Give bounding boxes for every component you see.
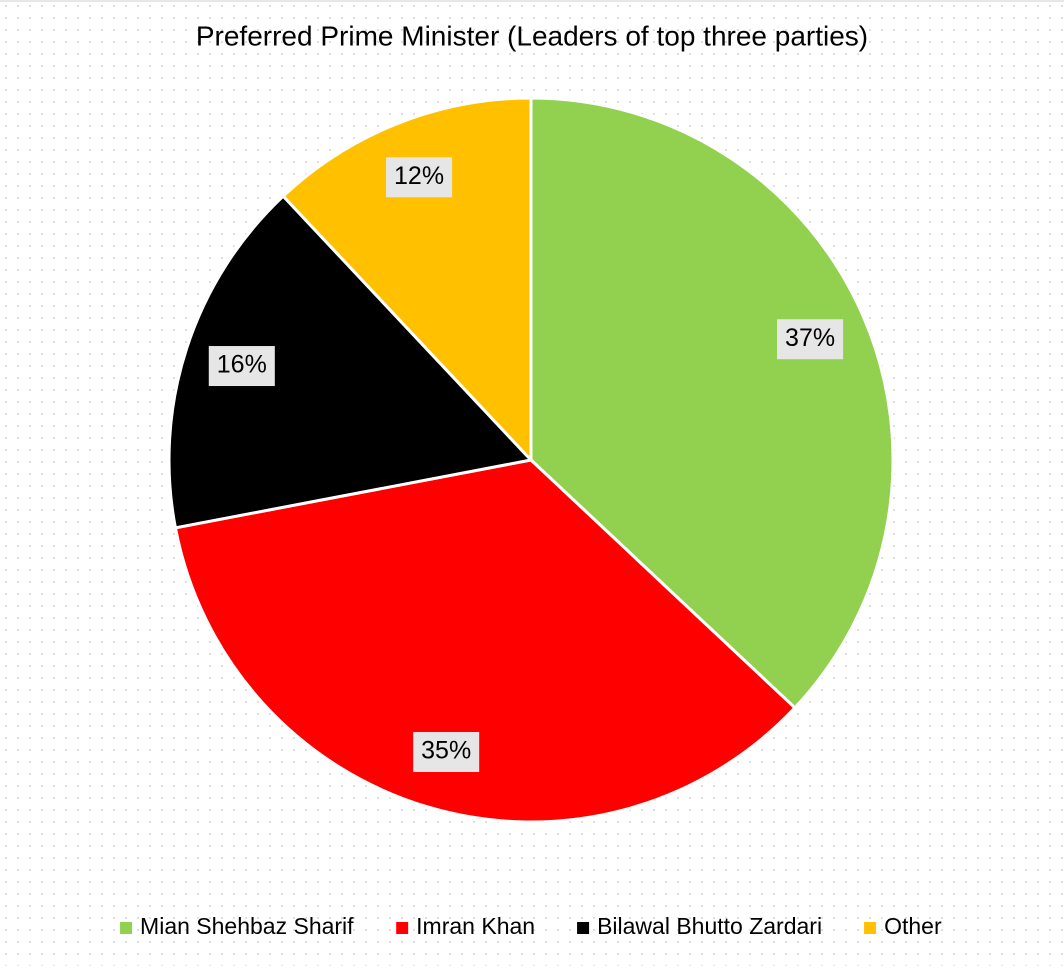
chart-title: Preferred Prime Minister (Leaders of top… (196, 20, 868, 51)
data-label-box (208, 346, 275, 387)
data-label-box (413, 732, 480, 773)
data-labels: 37% 35% 16% 12% (208, 157, 844, 773)
legend-marker (864, 922, 877, 934)
legend-label: Other (884, 913, 942, 939)
data-label-box (386, 157, 453, 198)
data-label-group: 35% (413, 732, 480, 773)
data-label: 35% (421, 737, 471, 765)
data-label-group: 37% (777, 319, 844, 360)
legend-marker (120, 922, 133, 934)
legend-marker (577, 922, 590, 934)
legend-label: Imran Khan (416, 913, 535, 939)
pie-slice (529, 96, 895, 710)
data-label: 37% (785, 324, 835, 352)
legend: Mian Shehbaz Sharif Imran Khan Bilawal Bhu… (120, 913, 942, 939)
data-label-group: 12% (386, 157, 453, 198)
data-label-box (777, 319, 844, 360)
data-label-group: 16% (208, 346, 275, 387)
pie-slice (281, 96, 533, 464)
pie (167, 96, 895, 824)
legend-label: Mian Shehbaz Sharif (140, 913, 354, 939)
legend-label: Bilawal Bhutto Zardari (597, 913, 822, 939)
pie-slice (167, 193, 534, 530)
data-label: 16% (217, 351, 267, 379)
legend-marker (396, 922, 409, 934)
data-label: 12% (394, 162, 444, 190)
pie-slice (173, 458, 798, 824)
